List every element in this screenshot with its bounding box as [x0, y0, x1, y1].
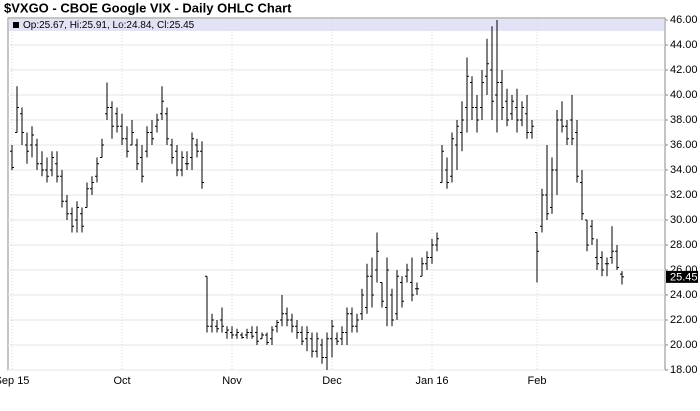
plot-frame [7, 17, 666, 371]
y-tick-label: 46.00 [670, 14, 698, 26]
y-tick-label: 44.00 [670, 39, 698, 51]
y-tick-label: 24.00 [670, 289, 698, 301]
y-tick-label: 30.00 [670, 214, 698, 226]
x-tick-label: Sep 15 [0, 375, 29, 387]
x-tick-label: Feb [528, 375, 547, 387]
y-tick-label: 28.00 [670, 239, 698, 251]
y-tick-label: 36.00 [670, 139, 698, 151]
y-tick-label: 40.00 [670, 89, 698, 101]
last-value-box [666, 270, 698, 283]
chart-title: $VXGO - CBOE Google VIX - Daily OHLC Cha… [4, 0, 292, 15]
x-tick-label: Dec [322, 375, 342, 387]
bars [10, 20, 624, 370]
y-tick-label: 38.00 [670, 114, 698, 126]
y-tick-label: 20.00 [670, 339, 698, 351]
x-tick-label: Jan 16 [415, 375, 448, 387]
y-tick-label: 22.00 [670, 314, 698, 326]
y-tick-label: 42.00 [670, 64, 698, 76]
last-value-label: 25.45 [670, 271, 698, 283]
y-tick-label: 32.00 [670, 189, 698, 201]
y-tick-label: 34.00 [670, 164, 698, 176]
info-swatch [13, 22, 19, 28]
x-tick-label: Nov [222, 375, 242, 387]
x-tick-label: Oct [113, 375, 130, 387]
y-tick-label: 18.00 [670, 364, 698, 376]
info-band [9, 19, 664, 31]
info-label: Op:25.67, Hi:25.91, Lo:24.84, Cl:25.45 [23, 20, 195, 31]
